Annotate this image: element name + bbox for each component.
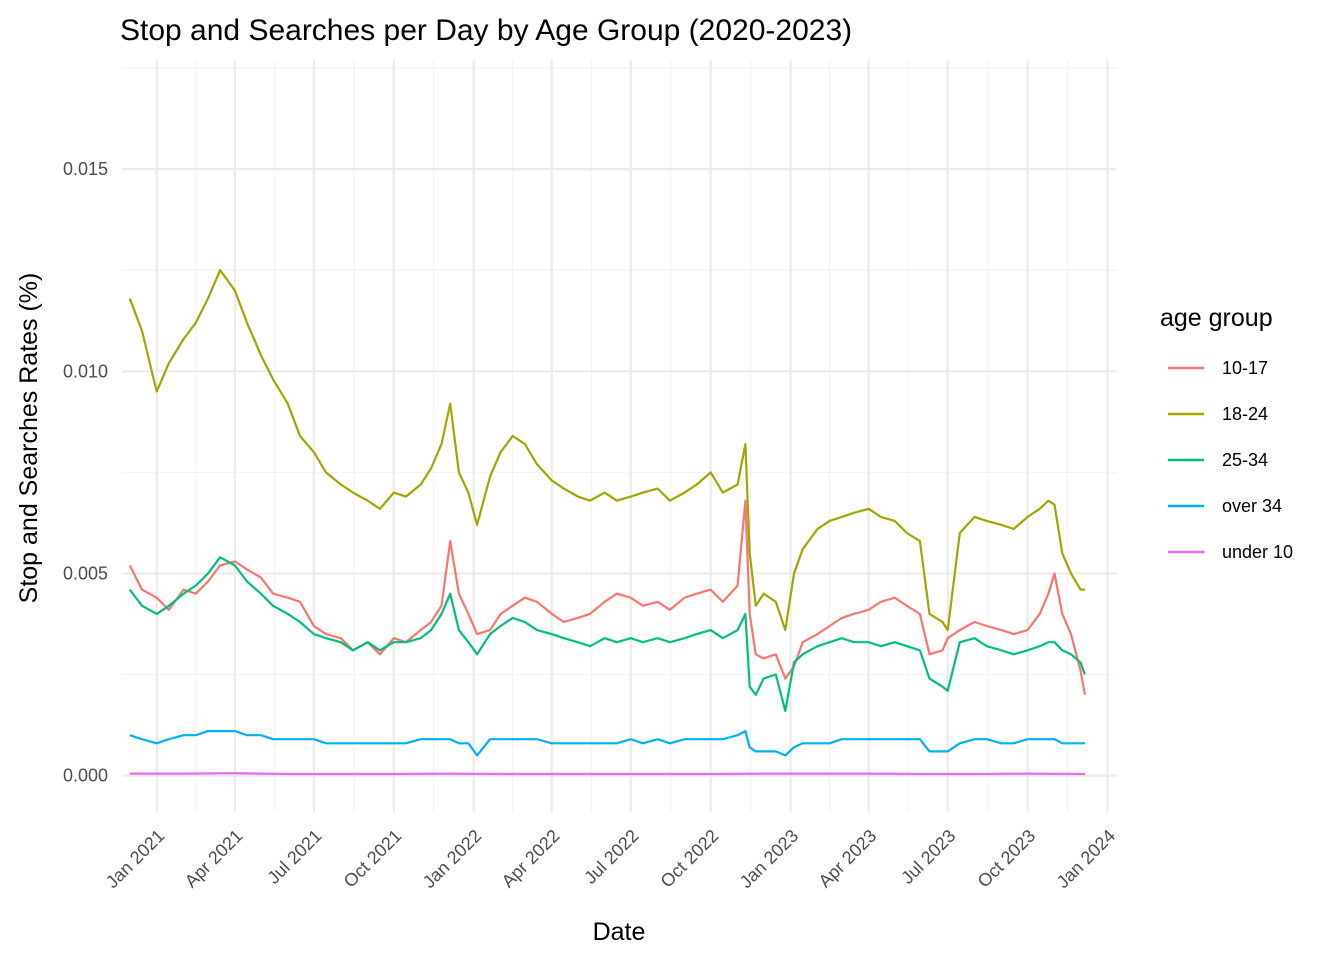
x-tick-label: Jul 2022 — [580, 826, 642, 888]
x-tick-label: Jan 2022 — [419, 826, 486, 893]
x-tick-label: Apr 2023 — [815, 826, 881, 892]
legend-item: 18-24 — [1168, 404, 1268, 424]
chart-title: Stop and Searches per Day by Age Group (… — [120, 14, 852, 47]
y-tick-label: 0.015 — [63, 159, 108, 179]
y-axis-title: Stop and Searches Rates (%) — [15, 273, 43, 604]
legend-label: 10-17 — [1222, 358, 1268, 378]
series-line-10-17 — [128, 499, 1086, 695]
y-tick-label: 0.010 — [63, 361, 108, 381]
x-tick-label: Jan 2021 — [102, 826, 169, 893]
y-tick-label: 0.005 — [63, 563, 108, 583]
series-line-25-34 — [128, 556, 1086, 713]
x-axis-tick-labels: Jan 2021 Apr 2021 Jul 2021 Oct 2021 Jan 2022… — [102, 826, 1119, 893]
legend-label: over 34 — [1222, 496, 1282, 516]
legend-items: 10-17 18-24 25-34 over 34 under 10 — [1168, 358, 1293, 562]
series-lines — [128, 269, 1086, 776]
x-tick-label: Jul 2023 — [897, 826, 959, 888]
series-line-over-34 — [129, 729, 1085, 757]
x-tick-label: Jan 2023 — [736, 826, 803, 893]
legend: age group 10-17 18-24 25-34 over 34 under 10 — [1160, 304, 1293, 562]
legend-title: age group — [1160, 304, 1273, 332]
x-tick-label: Jan 2024 — [1053, 826, 1120, 893]
legend-item: under 10 — [1168, 542, 1293, 562]
legend-item: over 34 — [1168, 496, 1282, 516]
x-tick-label: Oct 2023 — [974, 826, 1040, 892]
x-axis-title: Date — [593, 918, 646, 946]
x-tick-label: Apr 2022 — [498, 826, 564, 892]
legend-label: under 10 — [1222, 542, 1293, 562]
y-tick-label: 0.000 — [63, 766, 108, 786]
series-line-18-24 — [128, 269, 1085, 632]
legend-item: 25-34 — [1168, 450, 1268, 470]
legend-label: 18-24 — [1222, 404, 1268, 424]
major-gridlines — [122, 60, 1117, 812]
legend-label: 25-34 — [1222, 450, 1268, 470]
x-tick-label: Apr 2021 — [181, 826, 247, 892]
y-axis-tick-labels: 0.000 0.005 0.010 0.015 — [63, 159, 108, 785]
series-line-under-10 — [129, 772, 1085, 776]
x-tick-label: Oct 2022 — [657, 826, 723, 892]
x-tick-label: Oct 2021 — [340, 826, 406, 892]
legend-item: 10-17 — [1168, 358, 1268, 378]
x-tick-label: Jul 2021 — [263, 826, 325, 888]
minor-gridlines — [122, 60, 1117, 812]
